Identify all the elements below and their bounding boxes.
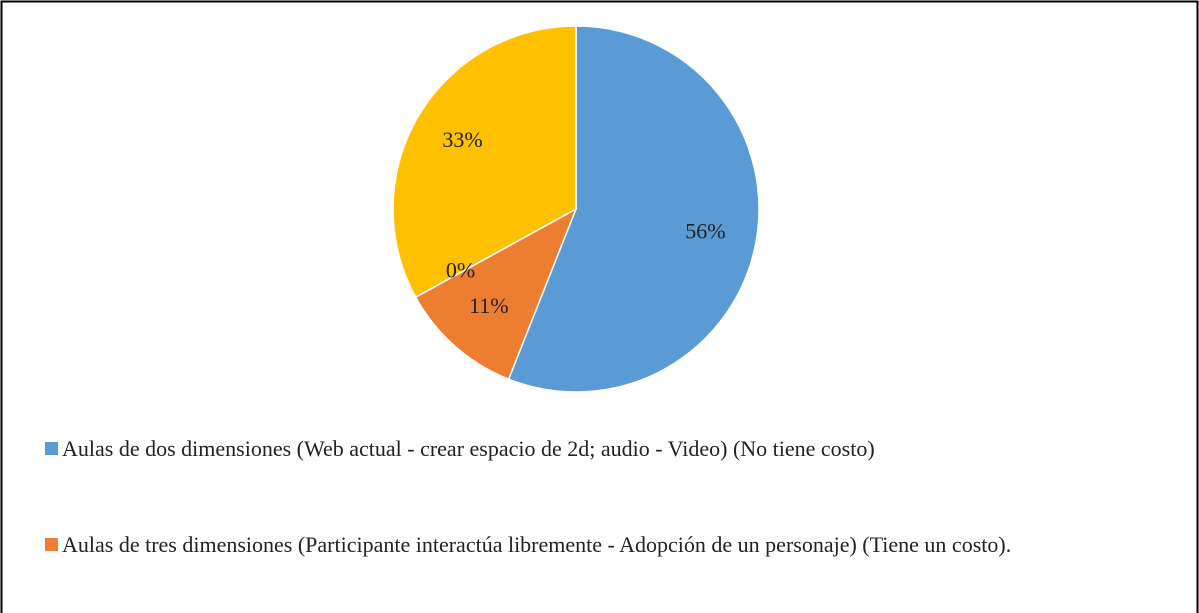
legend-item: Aulas de dos dimensiones (Web actual - c…: [45, 432, 1195, 465]
pie-slice: [414, 207, 578, 381]
pie-slice: [507, 25, 760, 393]
data-label: 0%: [446, 258, 475, 283]
legend-swatch: [45, 442, 58, 455]
legend-label: Aulas de dos dimensiones (Web actual - c…: [62, 436, 875, 461]
legend-swatch: [45, 538, 58, 551]
data-label: 11%: [469, 293, 509, 318]
pie-slice: [392, 25, 577, 299]
data-label: 33%: [442, 127, 482, 152]
legend-item: Aulas de tres dimensiones (Participante …: [45, 528, 1195, 561]
legend-label: Aulas de tres dimensiones (Participante …: [62, 532, 1012, 557]
data-label: 56%: [685, 219, 725, 244]
